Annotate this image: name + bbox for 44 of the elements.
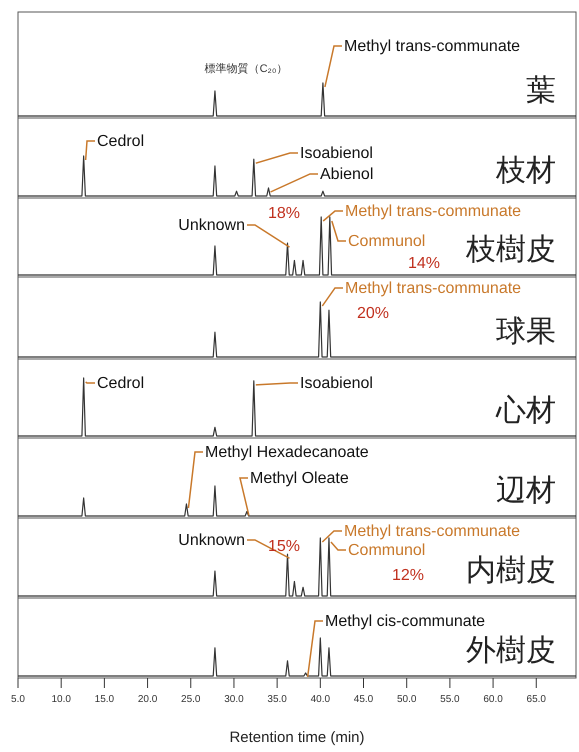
annotation: Cedrol — [97, 375, 144, 392]
annotation: Methyl trans-communate — [345, 203, 522, 220]
chart-title: 辺材 — [496, 473, 556, 508]
annotation: 15% — [268, 538, 300, 555]
x-tick-label: 65.0 — [526, 694, 546, 705]
x-tick-label: 45.0 — [354, 694, 374, 705]
x-tick-label: 10.0 — [51, 694, 72, 705]
chart-title: 外樹皮 — [466, 633, 556, 668]
annotation: 14% — [408, 255, 440, 272]
annotation: Unknown — [178, 532, 245, 549]
chart-title: 枝材 — [495, 153, 556, 188]
annotation: 12% — [392, 567, 424, 584]
x-tick-label: 35.0 — [267, 694, 288, 705]
annotation: Methyl trans-communate — [345, 280, 522, 297]
annotation: Methyl trans-communate — [344, 38, 520, 55]
annotation: Methyl cis-communate — [325, 613, 486, 630]
annotation: 18% — [268, 205, 300, 222]
annotation: Methyl Hexadecanoate — [205, 444, 369, 461]
text: 標準物質（C₂₀） — [204, 62, 288, 75]
x-tick-label: 20.0 — [138, 694, 158, 705]
annotation: Communol — [348, 233, 426, 250]
x-tick-label: 30.0 — [224, 694, 244, 705]
annotation: Abienol — [320, 166, 374, 183]
x-tick-label: 55.0 — [440, 694, 460, 705]
x-tick-label: 25.0 — [181, 694, 201, 705]
annotation: Isoabienol — [300, 375, 373, 392]
x-tick-label: 5.0 — [11, 694, 26, 705]
annotation: Unknown — [178, 217, 245, 234]
annotation: Methyl Oleate — [250, 470, 349, 487]
annotation: Isoabienol — [300, 145, 373, 162]
chart-title: 球果 — [496, 314, 556, 349]
text: 枝樹皮 — [465, 232, 556, 267]
annotation: Cedrol — [97, 133, 144, 150]
x-tick-label: 50.0 — [396, 694, 417, 705]
x-tick-label: 40.0 — [310, 694, 330, 705]
chart-title: 葉 — [526, 73, 556, 108]
annotation: Communol — [348, 542, 426, 559]
annotation: 20% — [357, 305, 390, 322]
text: 内樹皮 — [466, 553, 556, 588]
x-tick-label: 15.0 — [94, 694, 115, 705]
x-axis-title: Retention time (min) — [229, 729, 365, 746]
annotation: Methyl trans-communate — [344, 523, 520, 540]
x-tick-label: 60.0 — [483, 694, 504, 705]
text: 心材 — [495, 393, 556, 428]
